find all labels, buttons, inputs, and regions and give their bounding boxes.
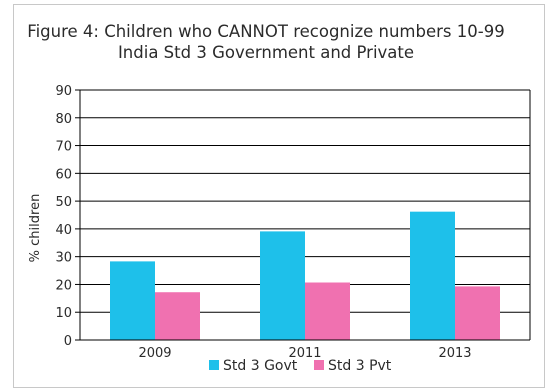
chart-subtitle: India Std 3 Government and Private [117, 43, 415, 62]
legend-swatch-govt [209, 360, 219, 370]
legend-label-govt: Std 3 Govt [223, 358, 298, 374]
y-tick-label: 90 [55, 84, 72, 99]
bar-govt-2009 [110, 261, 155, 340]
bar-pvt-2009 [155, 292, 200, 340]
y-tick-label: 0 [64, 334, 72, 349]
x-tick-label: 2011 [288, 346, 321, 361]
chart-title: Figure 4: Children who CANNOT recognize … [27, 22, 505, 41]
y-tick-label: 60 [55, 167, 72, 182]
bar-pvt-2011 [305, 282, 350, 340]
legend: Std 3 Govt Std 3 Pvt [209, 358, 392, 374]
x-tick-label: 2009 [138, 346, 171, 361]
y-tick-label: 50 [55, 195, 72, 210]
y-tick-label: 10 [55, 306, 72, 321]
legend-swatch-pvt [314, 360, 324, 370]
bars [110, 211, 500, 340]
bar-govt-2013 [410, 211, 455, 340]
bar-govt-2011 [260, 231, 305, 340]
y-tick-label: 70 [55, 140, 72, 155]
y-tick-label: 30 [55, 251, 72, 266]
x-tick-label: 2013 [438, 346, 471, 361]
y-axis-label: % children [28, 194, 43, 263]
y-tick-label: 80 [55, 112, 72, 127]
legend-label-pvt: Std 3 Pvt [328, 358, 392, 374]
bar-pvt-2013 [455, 286, 500, 340]
y-tick-label: 40 [55, 223, 72, 238]
axes: 0 10 20 30 40 50 60 70 80 90 2009 2011 2013 [55, 84, 531, 361]
y-tick-label: 20 [55, 278, 72, 293]
